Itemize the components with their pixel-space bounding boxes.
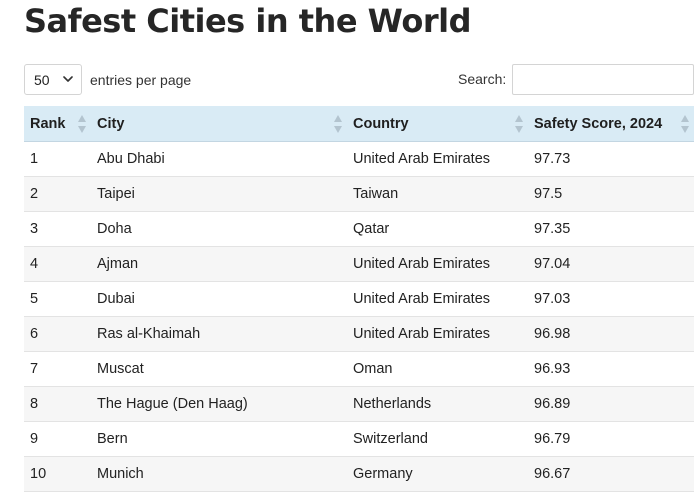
sort-arrows-icon [78,115,86,133]
column-header-city[interactable]: City [91,106,347,142]
page-title: Safest Cities in the World [24,2,471,40]
table-row: 2 Taipei Taiwan 97.5 [24,176,694,212]
rank-cell: 6 [24,316,91,352]
column-header-rank[interactable]: Rank [24,106,91,142]
table-row: 3 Doha Qatar 97.35 [24,211,694,247]
sort-arrows-icon [681,115,689,133]
table-header-row: Rank City Country [24,106,694,142]
country-cell: Taiwan [347,176,528,212]
city-cell: Doha [91,211,347,247]
data-table: Rank City Country [24,106,694,492]
city-cell: Bern [91,421,347,457]
rank-cell: 5 [24,281,91,317]
column-header-safety-score[interactable]: Safety Score, 2024 [528,106,694,142]
safety-score-cell: 97.73 [528,141,694,177]
chevron-down-icon [63,76,73,82]
search-label: Search: [458,71,507,87]
column-header-label: Rank [30,115,66,132]
city-cell: Abu Dhabi [91,141,347,177]
country-cell: United Arab Emirates [347,141,528,177]
entries-length-control: 50 entries per page [24,64,191,95]
country-cell: United Arab Emirates [347,246,528,282]
safety-score-cell: 96.89 [528,386,694,422]
city-cell: The Hague (Den Haag) [91,386,347,422]
safety-score-cell: 96.98 [528,316,694,352]
column-header-label: Country [353,115,409,132]
country-cell: Switzerland [347,421,528,457]
sort-arrows-icon [334,115,342,133]
country-cell: United Arab Emirates [347,316,528,352]
rank-cell: 7 [24,351,91,387]
column-header-label: Safety Score, 2024 [534,115,663,132]
country-cell: Germany [347,456,528,492]
column-header-label: City [97,115,125,132]
entries-per-page-value: 50 [34,71,50,88]
sort-arrows-icon [515,115,523,133]
city-cell: Muscat [91,351,347,387]
country-cell: Qatar [347,211,528,247]
table-row: 6 Ras al-Khaimah United Arab Emirates 96… [24,316,694,352]
city-cell: Ras al-Khaimah [91,316,347,352]
city-cell: Munich [91,456,347,492]
entries-per-page-select[interactable]: 50 [24,64,82,95]
table-row: 4 Ajman United Arab Emirates 97.04 [24,246,694,282]
table-row: 8 The Hague (Den Haag) Netherlands 96.89 [24,386,694,422]
table-row: 7 Muscat Oman 96.93 [24,351,694,387]
safety-score-cell: 96.93 [528,351,694,387]
rank-cell: 2 [24,176,91,212]
city-cell: Dubai [91,281,347,317]
safety-score-cell: 96.79 [528,421,694,457]
rank-cell: 10 [24,456,91,492]
rank-cell: 3 [24,211,91,247]
column-header-country[interactable]: Country [347,106,528,142]
table-row: 1 Abu Dhabi United Arab Emirates 97.73 [24,141,694,177]
city-cell: Ajman [91,246,347,282]
rank-cell: 4 [24,246,91,282]
safety-score-cell: 96.67 [528,456,694,492]
search-input[interactable] [512,64,694,95]
entries-per-page-label: entries per page [90,71,192,88]
rank-cell: 9 [24,421,91,457]
rank-cell: 1 [24,141,91,177]
country-cell: United Arab Emirates [347,281,528,317]
safety-score-cell: 97.03 [528,281,694,317]
country-cell: Oman [347,351,528,387]
safety-score-cell: 97.04 [528,246,694,282]
country-cell: Netherlands [347,386,528,422]
table-row: 9 Bern Switzerland 96.79 [24,421,694,457]
safety-score-cell: 97.5 [528,176,694,212]
city-cell: Taipei [91,176,347,212]
table-row: 10 Munich Germany 96.67 [24,456,694,492]
safety-score-cell: 97.35 [528,211,694,247]
table-row: 5 Dubai United Arab Emirates 97.03 [24,281,694,317]
rank-cell: 8 [24,386,91,422]
